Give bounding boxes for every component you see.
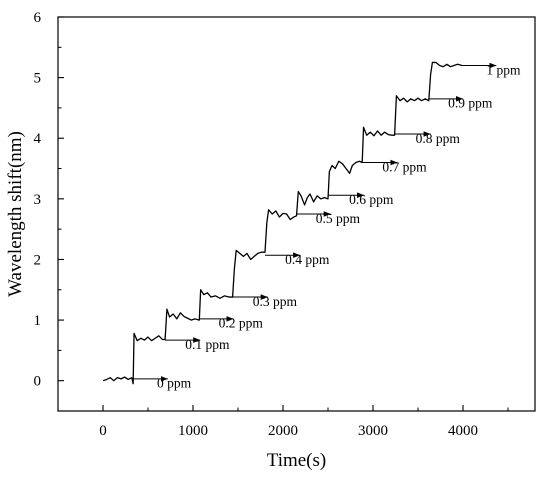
annotation-label: 0.1 ppm bbox=[185, 337, 230, 352]
x-tick-label: 1000 bbox=[178, 423, 208, 439]
annotation-label: 1 ppm bbox=[486, 62, 521, 77]
annotation-label: 0.4 ppm bbox=[285, 252, 330, 267]
annotation-label: 0.3 ppm bbox=[253, 294, 298, 309]
y-tick-label: 3 bbox=[34, 192, 42, 208]
y-tick-label: 0 bbox=[34, 374, 42, 390]
x-axis-tick-labels: 0 1000 2000 3000 4000 bbox=[99, 423, 478, 439]
x-tick-label: 4000 bbox=[448, 423, 478, 439]
annotation-label: 0.6 ppm bbox=[349, 192, 394, 207]
x-tick-label: 0 bbox=[99, 423, 107, 439]
annotation-label: 0.9 ppm bbox=[448, 96, 493, 111]
y-axis-title: Wavelength shift(nm) bbox=[5, 131, 26, 297]
y-axis-ticks bbox=[58, 16, 64, 412]
annotation-label: 0.2 ppm bbox=[219, 316, 264, 331]
x-axis-title: Time(s) bbox=[267, 450, 326, 471]
y-tick-label: 5 bbox=[34, 71, 42, 87]
plot-frame bbox=[57, 16, 536, 412]
x-tick-label: 2000 bbox=[268, 423, 298, 439]
annotation-label: 0.7 ppm bbox=[382, 159, 427, 174]
annotation-label: 0.8 ppm bbox=[416, 131, 461, 146]
y-tick-label: 4 bbox=[34, 131, 42, 147]
y-tick-label: 2 bbox=[34, 252, 42, 268]
x-tick-label: 3000 bbox=[358, 423, 388, 439]
series-line bbox=[102, 61, 463, 385]
y-tick-label: 1 bbox=[34, 313, 42, 329]
concentration-annotations: 0 ppm 0.1 ppm 0.2 ppm 0.3 ppm 0.4 ppm 0.5 ppm… bbox=[133, 62, 521, 391]
y-tick-label: 6 bbox=[34, 10, 42, 26]
annotation-label: 0.5 ppm bbox=[316, 211, 361, 226]
x-axis-ticks bbox=[57, 405, 509, 411]
y-axis-tick-labels: 0 1 2 3 4 5 6 bbox=[34, 10, 42, 390]
annotation-label: 0 ppm bbox=[157, 376, 192, 391]
